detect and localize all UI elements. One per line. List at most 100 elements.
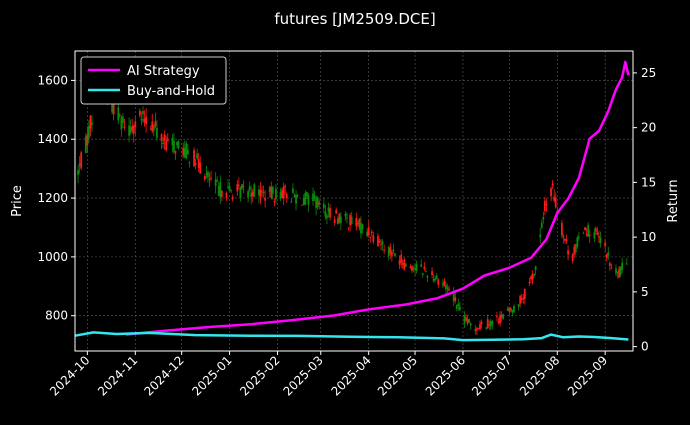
candle-body: [618, 268, 620, 278]
candle-body: [477, 328, 480, 330]
candle-body: [333, 219, 336, 224]
candle-body: [139, 110, 141, 116]
candle-body: [315, 197, 318, 208]
candle-body: [403, 259, 406, 270]
y-left-tick-label: 1000: [37, 250, 68, 264]
candle-body: [443, 281, 446, 287]
candle-body: [488, 324, 491, 326]
candle-body: [458, 306, 461, 311]
candle-body: [415, 263, 418, 271]
candle-body: [392, 249, 395, 252]
candle-body: [421, 273, 424, 275]
candle-body: [128, 125, 130, 136]
candle-body: [205, 172, 208, 175]
candle-body: [584, 227, 586, 231]
candle-body: [550, 188, 552, 197]
candle-body: [528, 281, 531, 284]
candle-body: [111, 104, 113, 113]
candle-body: [378, 240, 381, 243]
candle-body: [123, 126, 126, 128]
candle-body: [571, 253, 574, 261]
legend: AI Strategy Buy-and-Hold: [80, 56, 227, 105]
candle-body: [578, 236, 580, 238]
candle-body: [356, 222, 359, 225]
candle-body: [117, 107, 120, 121]
candle-body: [358, 218, 361, 228]
candle-body: [166, 138, 169, 142]
candle-body: [307, 194, 310, 205]
candle-body: [88, 125, 90, 139]
candle-body: [350, 216, 353, 225]
plot-frame: [74, 50, 634, 352]
candle-body: [533, 273, 535, 276]
candle-body: [349, 215, 352, 226]
candle-body: [361, 224, 364, 230]
candle-body: [454, 297, 457, 301]
candle-body: [253, 184, 256, 197]
candle-body: [588, 234, 591, 237]
candle-body: [360, 222, 362, 234]
candle-body: [301, 204, 304, 206]
candle-body: [324, 211, 327, 217]
candle-body: [156, 127, 158, 139]
candle-body: [176, 141, 178, 146]
candle-body: [220, 190, 223, 198]
candle-body: [261, 190, 263, 192]
candle-body: [621, 262, 624, 270]
candle-body: [576, 237, 579, 247]
candle-body: [152, 125, 155, 131]
candle-body: [210, 177, 212, 179]
candle-body: [131, 126, 134, 131]
series-layer: [74, 60, 630, 342]
candle-body: [228, 186, 231, 191]
y-right-tick-label: 5: [641, 285, 649, 299]
candle-body: [615, 268, 617, 274]
candle-body: [582, 232, 585, 234]
y-left-tick-label: 1400: [37, 132, 68, 146]
candle-body: [281, 189, 284, 198]
candle-body: [279, 191, 282, 199]
candle-body: [539, 234, 542, 238]
candle-body: [251, 191, 254, 197]
candle-body: [302, 197, 305, 205]
candle-body: [208, 178, 211, 180]
y-right-tick-label: 0: [641, 340, 649, 354]
candle-body: [423, 266, 426, 269]
candle-body: [387, 247, 390, 257]
candle-body: [344, 213, 347, 217]
candle-body: [508, 307, 511, 312]
candle-body: [468, 319, 471, 323]
y-right-tick-label: 15: [641, 175, 656, 189]
candle-body: [145, 116, 148, 125]
candle-body: [241, 184, 243, 189]
candle-body: [77, 169, 79, 175]
candle-body: [598, 236, 600, 238]
candle-body: [426, 275, 429, 278]
candle-body: [199, 162, 202, 174]
candle-body: [140, 118, 143, 121]
ai-strategy-line: [125, 60, 630, 336]
candle-body: [305, 191, 308, 196]
candle-body: [506, 308, 509, 311]
candle-body: [543, 200, 546, 212]
candle-body: [441, 283, 444, 285]
candle-body: [587, 224, 590, 237]
candle-body: [432, 278, 435, 282]
candle-body: [517, 304, 520, 307]
candle-body: [607, 252, 610, 256]
candle-body: [230, 190, 233, 192]
candle-body: [335, 209, 338, 214]
candle-body: [380, 243, 382, 245]
candle-body: [338, 213, 341, 223]
candle-body: [339, 216, 342, 223]
candle-body: [452, 291, 455, 302]
candle-body: [542, 217, 545, 220]
candle-body: [448, 289, 450, 291]
candle-body: [132, 125, 135, 134]
candle-body: [203, 176, 206, 180]
candle-body: [625, 263, 628, 265]
candle-body: [420, 264, 423, 267]
candle-body: [534, 266, 537, 271]
